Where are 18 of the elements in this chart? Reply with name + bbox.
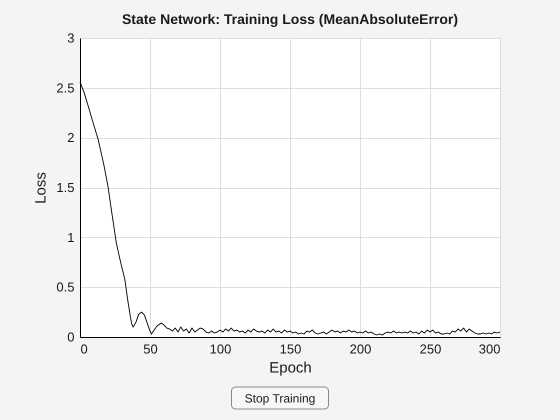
y-tick-label: 1.5: [56, 180, 74, 195]
x-tick-label: 300: [478, 342, 500, 356]
x-tick-label: 50: [143, 342, 158, 356]
y-tick-label: 1: [67, 230, 74, 245]
y-tick-label: 0: [67, 330, 74, 344]
x-axis-title: Epoch: [269, 360, 312, 376]
y-axis-title: Loss: [32, 172, 50, 204]
x-tick-label: 100: [210, 342, 232, 356]
y-tick-label: 0.5: [56, 280, 74, 295]
x-tick-label: 250: [420, 342, 442, 356]
x-tick-label: 150: [280, 342, 302, 356]
text: Stop Training: [244, 392, 316, 406]
y-tick-label: 2: [67, 130, 74, 146]
chart-title: State Network: Training Loss (MeanAbsoluteError): [122, 11, 458, 27]
y-tick-label: 3: [67, 30, 74, 46]
x-tick-label: 0: [80, 342, 88, 356]
x-tick-label: 200: [350, 342, 372, 356]
y-tick-label: 2.5: [56, 80, 74, 96]
